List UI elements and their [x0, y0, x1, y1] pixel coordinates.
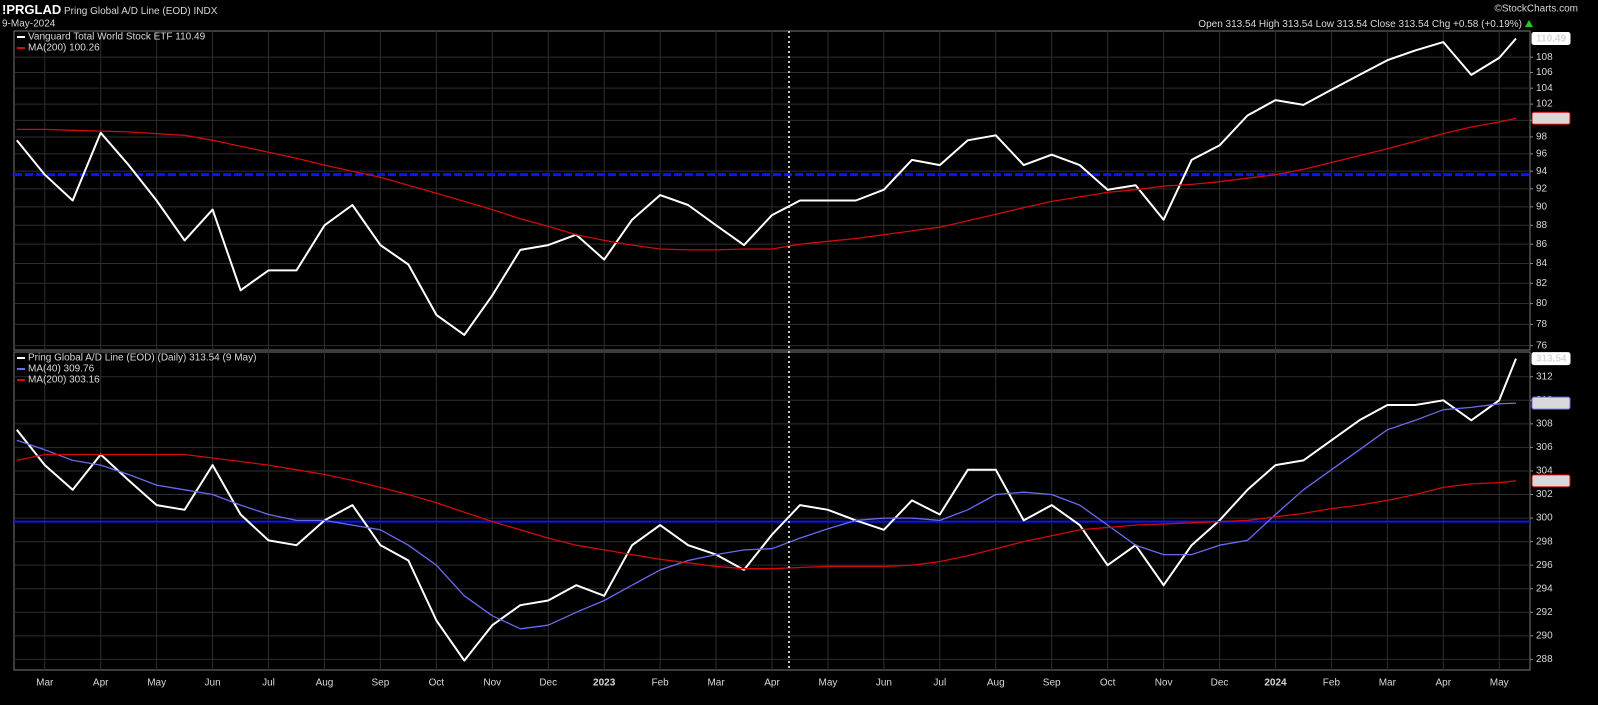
- legend-label: MA(40) 309.76: [28, 364, 95, 375]
- x-tick-label: 2024: [1264, 678, 1287, 689]
- x-tick-label: Aug: [987, 678, 1005, 689]
- quote-value: 313.54: [1282, 19, 1313, 30]
- last-value-label: 100.26: [1536, 113, 1567, 124]
- last-value-label: 110.49: [1536, 34, 1566, 45]
- y-tick-label: 304: [1536, 466, 1553, 477]
- quote-value: 313.54: [1337, 19, 1368, 30]
- quote-label: High: [1259, 19, 1280, 30]
- x-tick-label: Jul: [933, 678, 946, 689]
- series-line: [16, 453, 1517, 570]
- x-tick-label: 2023: [593, 678, 616, 689]
- quote-label: Close: [1370, 19, 1396, 30]
- y-tick-label: 292: [1536, 607, 1553, 618]
- x-tick-label: May: [147, 678, 166, 689]
- x-tick-label: Feb: [652, 678, 670, 689]
- x-tick-label: May: [1490, 678, 1509, 689]
- x-tick-label: Dec: [1211, 678, 1229, 689]
- x-tick-label: Nov: [483, 678, 501, 689]
- y-tick-label: 102: [1536, 99, 1553, 110]
- x-tick-label: Mar: [707, 678, 725, 689]
- quote: Open 313.54 High 313.54 Low 313.54 Close…: [1198, 19, 1522, 30]
- y-tick-label: 82: [1536, 278, 1548, 289]
- y-tick-label: 306: [1536, 442, 1553, 453]
- last-value-box: [1531, 474, 1571, 488]
- quote-value: 313.54: [1226, 19, 1257, 30]
- y-tick-label: 296: [1536, 560, 1553, 571]
- y-tick-label: 302: [1536, 489, 1553, 500]
- x-tick-label: Mar: [36, 678, 54, 689]
- quote-label: Chg: [1432, 19, 1450, 30]
- y-tick-label: 312: [1536, 371, 1553, 382]
- x-tick-label: Apr: [93, 678, 109, 689]
- source: ©StockCharts.com: [1494, 4, 1578, 15]
- series-line: [16, 358, 1517, 662]
- y-tick-label: 300: [1536, 513, 1553, 524]
- legend-label: Pring Global A/D Line (EOD) (Daily) 313.…: [28, 353, 256, 364]
- last-value-label: 303.16: [1536, 476, 1567, 487]
- quote-value: (+0.19%): [1481, 19, 1522, 30]
- y-tick-label: 92: [1536, 183, 1548, 194]
- x-tick-label: Mar: [1379, 678, 1397, 689]
- y-tick-label: 88: [1536, 220, 1548, 231]
- chart-header: !PRGLAD Pring Global A/D Line (EOD) INDX: [2, 2, 218, 17]
- y-tick-label: 298: [1536, 536, 1553, 547]
- y-tick-label: 76: [1536, 340, 1548, 351]
- y-tick-label: 308: [1536, 418, 1553, 429]
- legend-label: MA(200) 100.26: [28, 43, 100, 54]
- symbol: !PRGLAD: [2, 2, 61, 17]
- x-tick-label: Sep: [372, 678, 390, 689]
- y-tick-label: 94: [1536, 166, 1548, 177]
- x-tick-label: Apr: [1436, 678, 1452, 689]
- y-tick-label: 84: [1536, 258, 1548, 269]
- last-value-label: 313.54: [1536, 354, 1567, 365]
- date: 9-May-2024: [2, 19, 56, 30]
- y-tick-label: 290: [1536, 630, 1553, 641]
- last-value-box: [1531, 111, 1571, 125]
- x-tick-label: Nov: [1155, 678, 1173, 689]
- y-tick-label: 96: [1536, 149, 1548, 160]
- last-value-label: 309.76: [1536, 398, 1567, 409]
- series-line: [16, 117, 1517, 251]
- quote-label: Low: [1316, 19, 1335, 30]
- x-tick-label: May: [818, 678, 837, 689]
- y-tick-label: 288: [1536, 654, 1553, 665]
- x-tick-label: Oct: [429, 678, 445, 689]
- last-value-box: [1531, 31, 1571, 45]
- x-tick-label: Oct: [1100, 678, 1116, 689]
- quote-value: 313.54: [1399, 19, 1430, 30]
- y-tick-label: 106: [1536, 67, 1553, 78]
- y-tick-label: 294: [1536, 583, 1553, 594]
- x-tick-label: Feb: [1323, 678, 1341, 689]
- exchange: INDX: [194, 6, 218, 17]
- quote-label: Open: [1198, 19, 1222, 30]
- legend-label: MA(200) 303.16: [28, 375, 100, 386]
- up-arrow: [1525, 20, 1533, 27]
- y-tick-label: 90: [1536, 202, 1548, 213]
- panels: 767880828486889092949698100102104106108V…: [13, 30, 1571, 689]
- last-value-box: [1531, 352, 1571, 366]
- x-tick-label: Dec: [539, 678, 557, 689]
- y-tick-label: 104: [1536, 83, 1553, 94]
- x-tick-label: Jun: [876, 678, 892, 689]
- x-tick-label: Jun: [205, 678, 221, 689]
- x-tick-label: Apr: [764, 678, 780, 689]
- y-tick-label: 86: [1536, 239, 1548, 250]
- legend-label: Vanguard Total World Stock ETF 110.49: [28, 32, 206, 43]
- y-tick-label: 80: [1536, 298, 1548, 309]
- y-tick-label: 108: [1536, 52, 1553, 63]
- x-tick-label: Jul: [262, 678, 275, 689]
- y-tick-label: 98: [1536, 132, 1548, 143]
- x-tick-label: Sep: [1043, 678, 1061, 689]
- last-value-box: [1531, 396, 1571, 410]
- quote-value: +0.58: [1453, 19, 1479, 30]
- series-line: [16, 402, 1517, 630]
- x-tick-label: Aug: [316, 678, 334, 689]
- y-tick-label: 78: [1536, 319, 1548, 330]
- instrument-name: Pring Global A/D Line (EOD): [64, 6, 191, 17]
- series-line: [16, 37, 1517, 336]
